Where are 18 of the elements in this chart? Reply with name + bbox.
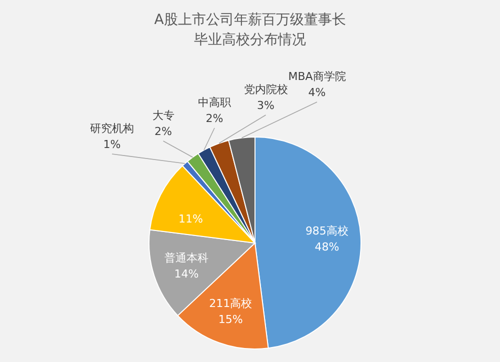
data-label: 48% [314, 240, 340, 254]
chart-title: A股上市公司年薪百万级董事长毕业高校分布情况 [154, 12, 346, 48]
data-label: 14% [174, 267, 199, 280]
slice-label: 中高职 [198, 96, 231, 109]
slice-label: 211高校 [209, 296, 252, 310]
slice-label: 大专 [152, 109, 174, 122]
data-label: 4% [308, 86, 326, 99]
data-label: 11% [178, 212, 204, 226]
slice-label: 研究机构 [90, 122, 134, 135]
slice-label: 985高校 [305, 224, 348, 238]
data-label: 3% [257, 99, 274, 112]
data-label: 15% [218, 312, 243, 326]
data-label: 2% [154, 125, 172, 138]
data-label: 1% [103, 138, 121, 151]
data-label: 2% [206, 112, 224, 125]
slice-label: 普通本科 [164, 251, 208, 264]
slice-label: 党内院校 [244, 83, 288, 96]
slice-label: MBA商学院 [288, 70, 346, 83]
